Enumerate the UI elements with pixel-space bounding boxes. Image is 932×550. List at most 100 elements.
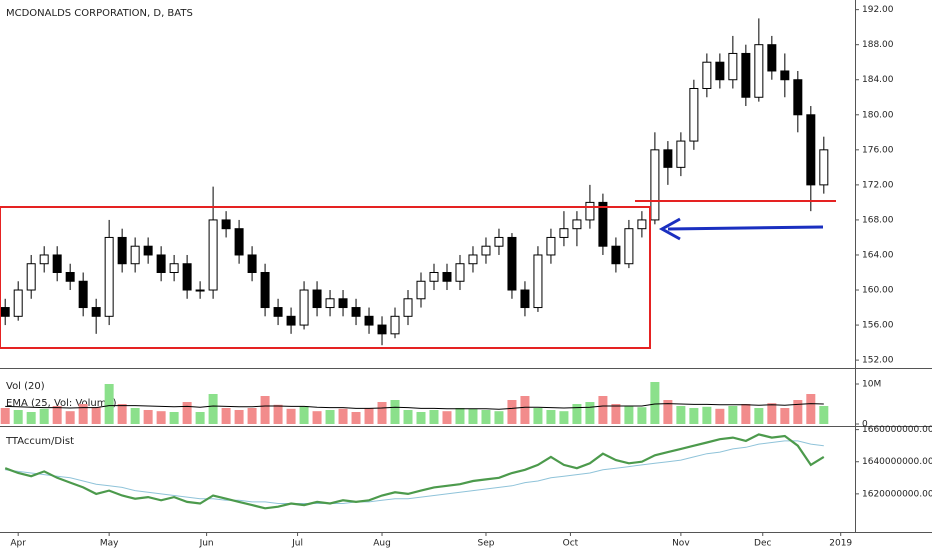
volume-bar — [403, 410, 413, 424]
candle-body — [52, 254, 62, 273]
volume-bar — [806, 394, 816, 424]
candle-body — [247, 254, 257, 273]
candle-body — [650, 149, 660, 221]
y-tick-label: 192.00 — [862, 5, 894, 15]
candle-body — [455, 263, 465, 282]
volume-bar — [65, 411, 75, 424]
candle-body — [221, 219, 231, 230]
candle-body — [767, 44, 777, 72]
candle-body — [286, 315, 296, 326]
candle-body — [780, 70, 790, 81]
volume-bar — [793, 400, 803, 424]
volume-bar — [143, 410, 153, 424]
y-tick-label: 156.00 — [862, 321, 894, 331]
candle-body — [663, 149, 673, 168]
candle-body — [793, 79, 803, 116]
candle-body — [234, 228, 244, 256]
volume-bar — [689, 408, 699, 424]
volume-bar — [299, 406, 309, 424]
candle-body — [624, 228, 634, 265]
volume-bar — [377, 402, 387, 424]
x-tick-label: Sep — [477, 539, 494, 549]
candle-body — [299, 289, 309, 326]
candle-body — [559, 228, 569, 238]
x-tick-label: 2019 — [829, 539, 852, 549]
candle-body — [481, 245, 491, 256]
volume-bar — [104, 384, 114, 424]
candle-body — [117, 236, 127, 265]
candle-body — [806, 114, 816, 186]
candle-body — [715, 61, 725, 81]
candle-body — [39, 254, 49, 265]
pane-title: Vol (20) — [6, 381, 45, 392]
volume-bar — [728, 406, 738, 424]
support-box — [0, 206, 651, 349]
volume-bar — [715, 408, 725, 424]
candle-body — [156, 254, 166, 273]
volume-bar — [650, 382, 660, 424]
candle-body — [65, 271, 75, 282]
volume-bar — [325, 410, 335, 424]
candle-body — [143, 245, 153, 256]
volume-bar — [91, 407, 101, 424]
x-tick-label: Jul — [291, 539, 303, 549]
candle-body — [0, 307, 10, 317]
candle-body — [260, 271, 270, 309]
candle-body — [585, 201, 595, 221]
volume-bar — [390, 400, 400, 424]
candle-body — [689, 87, 699, 142]
candle-body — [130, 245, 140, 265]
accum-line — [4, 433, 825, 510]
candle-body — [208, 219, 218, 291]
volume-bar — [195, 412, 205, 424]
volume-bar — [767, 403, 777, 424]
y-tick-label: 188.00 — [862, 40, 894, 50]
volume-bar — [52, 406, 62, 424]
volume-bar — [156, 411, 166, 424]
candle-body — [611, 245, 621, 265]
volume-bar — [260, 396, 270, 424]
candle-body — [546, 236, 556, 256]
volume-bar — [754, 408, 764, 424]
volume-bar — [442, 411, 452, 424]
candle-body — [104, 236, 114, 317]
candle-body — [13, 289, 23, 317]
ema-line — [5, 403, 824, 410]
volume-bar — [169, 412, 179, 424]
volume-bar — [611, 404, 621, 424]
y-tick-label: 0 — [862, 420, 868, 430]
y-tick-label: 160.00 — [862, 286, 894, 296]
y-tick-label: 176.00 — [862, 145, 894, 155]
ma-line — [5, 440, 824, 504]
candle-body — [182, 263, 192, 291]
candle-body — [169, 263, 179, 273]
volume-bar — [429, 410, 439, 424]
arrow-head — [658, 217, 681, 241]
x-tick-label: May — [100, 539, 119, 549]
volume-bar — [286, 408, 296, 424]
candle-body — [520, 289, 530, 309]
candle-body — [390, 315, 400, 335]
volume-bar — [117, 404, 127, 424]
x-tick-label: Oct — [563, 539, 579, 549]
volume-bar — [351, 412, 361, 424]
y-tick-label: 1640000000.0000 — [862, 457, 932, 467]
volume-bar — [26, 412, 36, 424]
volume-bar — [780, 408, 790, 424]
volume-bar — [663, 400, 673, 424]
candle-body — [78, 280, 88, 309]
volume-bar — [416, 412, 426, 424]
arrow-shaft — [667, 225, 824, 231]
y-tick-label: 1620000000.0000 — [862, 489, 932, 499]
volume-bar — [234, 410, 244, 424]
y-tick-label: 168.00 — [862, 215, 894, 225]
volume-bar — [572, 404, 582, 424]
volume-bar — [741, 404, 751, 424]
candle-body — [377, 324, 387, 335]
volume-bar — [637, 407, 647, 424]
volume-bar — [182, 402, 192, 424]
volume-bar — [624, 406, 634, 424]
candle-body — [572, 219, 582, 230]
